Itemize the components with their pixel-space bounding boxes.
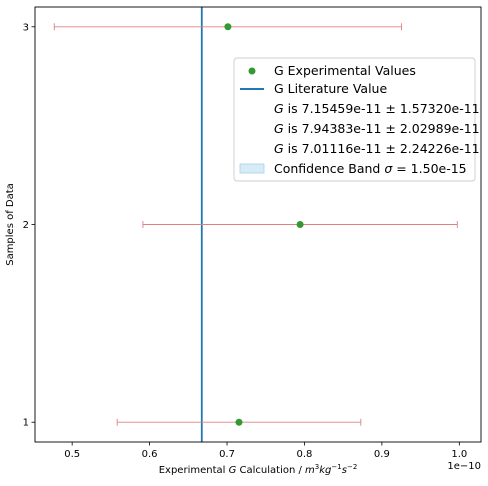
x-tick-label: 1.0 [451, 449, 467, 460]
unit-kg: kg [319, 465, 331, 476]
x-axis-label-mid: Calculation / [236, 465, 305, 476]
x-axis-label: Experimental G Calculation / m3kg−1s−2 [159, 463, 358, 476]
x-axis-label-symbol: G [229, 465, 237, 476]
y-axis-label: Samples of Data [5, 183, 16, 266]
y-tick-label: 2 [23, 220, 29, 231]
legend-frame [233, 57, 476, 182]
legend-label-experimental: G Experimental Values [274, 63, 416, 78]
data-point [235, 418, 243, 426]
legend-marker-experimental [248, 67, 256, 75]
unit-s: s [342, 465, 347, 476]
x-tick-label: 0.6 [142, 449, 158, 460]
x-axis-offset-label: 1e−10 [447, 461, 481, 472]
unit-kg-exp: −1 [331, 463, 341, 471]
x-tick-label: 0.8 [297, 449, 313, 460]
data-point [296, 221, 304, 228]
unit-m: m [305, 465, 315, 476]
legend-label-confidence-band: Confidence Band σ = 1.50e-15 [274, 161, 467, 176]
x-tick-label: 0.9 [374, 449, 390, 460]
unit-s-exp: −2 [347, 463, 357, 471]
legend: G Experimental Values G Literature Value… [233, 57, 480, 182]
legend-label-g-3: G is 7.01116e-11 ± 2.24226e-11 [274, 141, 480, 156]
y-tick-label: 1 [23, 418, 29, 429]
plot-area [53, 7, 458, 442]
axis-ticks: 0.5 0.6 0.7 0.8 0.9 1.0 1 2 3 [23, 22, 468, 460]
x-axis-label-prefix: Experimental [159, 465, 229, 476]
x-tick-label: 0.5 [64, 449, 80, 460]
unit-m-exp: 3 [315, 463, 319, 471]
legend-marker-confidence-band [239, 163, 265, 174]
legend-label-g-1: G is 7.15459e-11 ± 1.57320e-11 [274, 101, 480, 116]
legend-label-g-2: G is 7.94383e-11 ± 2.02989e-11 [274, 121, 480, 136]
data-point [224, 23, 232, 31]
y-tick-label: 3 [23, 22, 29, 33]
legend-label-literature: G Literature Value [274, 81, 387, 96]
x-tick-label: 0.7 [219, 449, 235, 460]
